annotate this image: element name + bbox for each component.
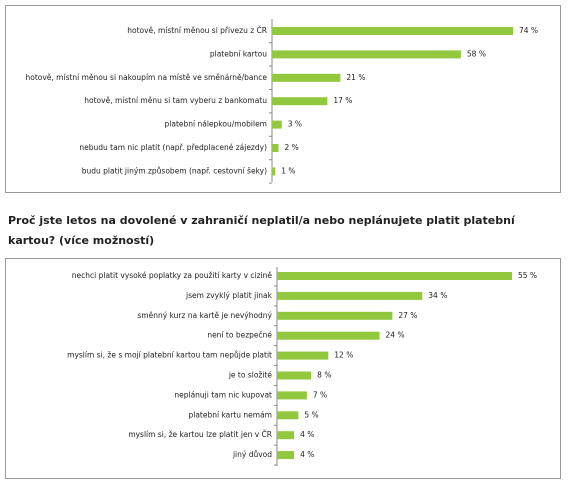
chart-frame xyxy=(5,258,561,479)
bar xyxy=(272,50,461,59)
category-label: nechci platit vysoké poplatky za použití… xyxy=(72,271,273,280)
value-label: 55 % xyxy=(518,271,537,280)
category-label: budu platit jiným způsobem (např. cestov… xyxy=(82,166,267,175)
category-label: není to bezpečné xyxy=(207,331,272,340)
category-label: hotově, místní měnou si přivezu z ČR xyxy=(127,26,267,35)
category-label: myslím si, že kartou lze platit jen v ČR xyxy=(128,430,272,439)
bar xyxy=(277,431,295,440)
category-label: jsem zvyklý platit jinak xyxy=(185,291,273,300)
bar xyxy=(272,167,276,176)
bar xyxy=(272,27,513,35)
bar xyxy=(277,351,329,360)
bar xyxy=(272,144,279,152)
value-label: 74 % xyxy=(519,26,538,35)
bar xyxy=(272,120,282,129)
category-label: hotově, místní měnu si tam vyberu z bank… xyxy=(84,96,267,105)
chart-frame xyxy=(5,5,561,193)
bar xyxy=(277,411,299,420)
value-label: 2 % xyxy=(285,143,299,152)
value-label: 7 % xyxy=(313,390,327,399)
bar xyxy=(277,391,307,400)
value-label: 12 % xyxy=(334,351,353,360)
category-label: hotově, místní měnou si nakoupím na míst… xyxy=(25,73,267,82)
value-label: 5 % xyxy=(304,410,318,419)
chart-title: Proč jste letos na dovolené v zahraničí … xyxy=(8,214,515,247)
category-label: nebudu tam nic platit (např. předplacené… xyxy=(79,143,267,152)
category-label: neplánuji tam nic kupovat xyxy=(174,390,272,399)
category-label: směnný kurz na kartě je nevýhodný xyxy=(137,311,272,320)
category-label: platební kartou xyxy=(210,49,267,58)
value-label: 21 % xyxy=(346,73,365,82)
category-label: platební nálepkou/mobilem xyxy=(165,120,267,129)
bar xyxy=(277,272,512,280)
value-label: 24 % xyxy=(386,331,405,340)
value-label: 8 % xyxy=(317,371,331,380)
bar xyxy=(277,331,380,340)
bar xyxy=(277,451,295,460)
category-label: jiný důvod xyxy=(232,450,272,459)
value-label: 27 % xyxy=(398,311,417,320)
category-label: je to složité xyxy=(228,371,273,380)
bar xyxy=(277,291,423,300)
value-label: 1 % xyxy=(281,166,295,175)
category-label: myslím si, že s mojí platební kartou tam… xyxy=(67,351,272,360)
value-label: 58 % xyxy=(467,49,486,58)
value-label: 34 % xyxy=(428,291,447,300)
bar xyxy=(277,371,312,380)
bar xyxy=(272,97,328,106)
value-label: 3 % xyxy=(288,120,302,129)
value-label: 4 % xyxy=(300,450,314,459)
value-label: 4 % xyxy=(300,430,314,439)
value-label: 17 % xyxy=(333,96,352,105)
category-label: platební kartu nemám xyxy=(188,410,272,419)
bar xyxy=(272,73,341,82)
bar xyxy=(277,311,393,320)
